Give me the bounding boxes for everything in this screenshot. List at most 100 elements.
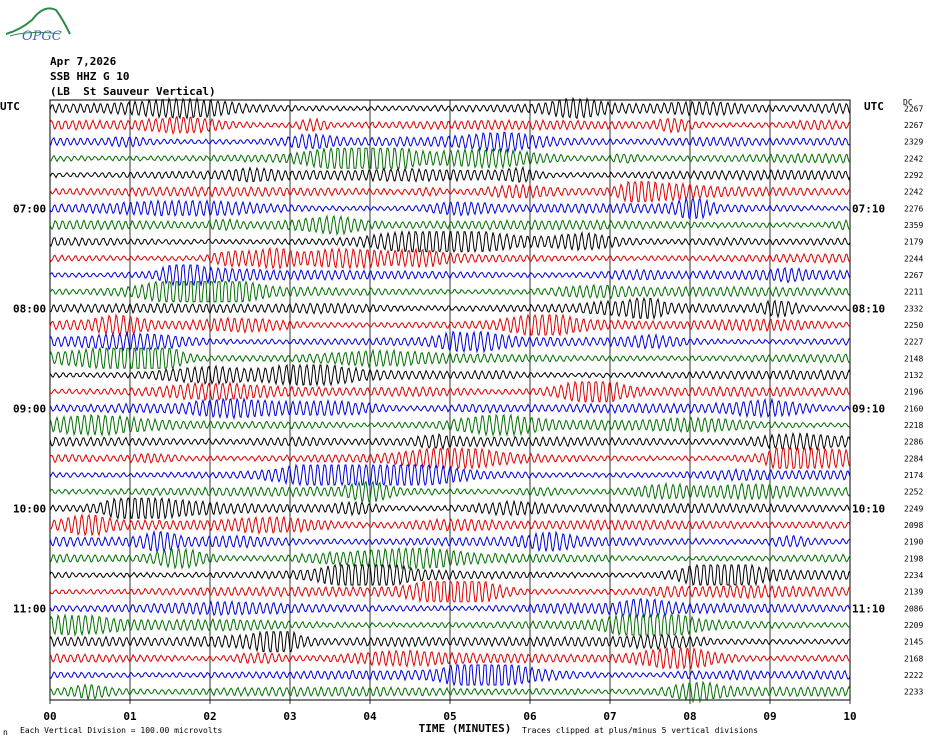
seismic-trace (49, 664, 851, 687)
seismic-trace (49, 131, 851, 154)
right-hour-labels: 07:10 08:10 09:10 10:10 11:10 (852, 202, 885, 615)
dc-offset-label: 2098 (904, 521, 923, 530)
x-tick-label: 08 (683, 710, 696, 723)
seismic-trace (49, 563, 851, 587)
dc-offset-label: 2332 (904, 304, 923, 313)
seismic-trace (49, 229, 851, 254)
left-hour-label: 11:00 (13, 602, 46, 615)
seismic-trace (49, 296, 851, 321)
dc-offset-label: 2132 (904, 371, 923, 380)
x-tick-label: 02 (203, 710, 216, 723)
footer-left-note: Each Vertical Division = 100.00 microvol… (20, 726, 222, 735)
dc-offset-label: 2359 (904, 221, 923, 230)
seismic-trace (49, 496, 851, 520)
dc-offset-label: 2190 (904, 538, 923, 547)
dc-offset-label: 2250 (904, 321, 923, 330)
dc-offset-label: 2145 (904, 638, 923, 647)
dc-offset-label: 2222 (904, 671, 923, 680)
x-tick-label: 05 (443, 710, 456, 723)
dc-offset-label: 2242 (904, 154, 923, 163)
dc-offset-label: 2174 (904, 471, 923, 480)
seismic-trace (49, 196, 851, 220)
dc-offset-label: 2086 (904, 604, 923, 613)
seismic-trace (49, 313, 851, 337)
date-label: Apr 7,2026 (50, 55, 117, 68)
x-tick-labels: 00 01 02 03 04 05 06 07 08 09 10 (43, 710, 856, 723)
dc-offset-label: 2227 (904, 338, 923, 347)
logo-text: OPGC (22, 29, 62, 44)
seismic-trace (49, 413, 851, 437)
x-tick-label: 06 (523, 710, 537, 723)
dc-offset-label: 2267 (904, 271, 923, 280)
dc-offset-label: 2244 (904, 254, 923, 263)
dc-offset-label: 2218 (904, 421, 923, 430)
right-hour-label: 09:10 (852, 402, 885, 415)
seismic-trace (49, 330, 851, 354)
seismic-trace (49, 546, 851, 571)
left-utc-title: UTC (0, 100, 20, 113)
seismic-trace (49, 513, 851, 537)
seismic-trace (49, 264, 851, 287)
x-tick-label: 07 (603, 710, 616, 723)
opgc-logo: OPGC (5, 7, 71, 44)
seismic-trace (49, 529, 851, 554)
dc-offset-label: 2148 (904, 354, 923, 363)
seismic-trace (49, 280, 851, 303)
seismic-trace (49, 115, 851, 136)
dc-offset-label: 2233 (904, 688, 923, 697)
footer-right-note: Traces clipped at plus/minus 5 vertical … (522, 726, 758, 735)
dc-offset-label: 2242 (904, 188, 923, 197)
dc-title: DC (903, 98, 913, 107)
x-axis-title: TIME (MINUTES) (419, 722, 512, 735)
seismic-trace (49, 214, 851, 236)
dc-offset-label: 2139 (904, 588, 923, 597)
dc-offset-label: 2284 (904, 454, 923, 463)
left-hour-label: 08:00 (13, 302, 46, 315)
dc-offset-label: 2286 (904, 438, 923, 447)
x-tick-label: 04 (363, 710, 377, 723)
right-hour-label: 07:10 (852, 202, 885, 215)
dc-offset-label: 2168 (904, 654, 923, 663)
x-tick-label: 09 (763, 710, 776, 723)
dc-offset-label: 2267 (904, 104, 923, 113)
site-label: (LB St Sauveur Vertical) (50, 85, 216, 98)
seismic-trace (49, 630, 851, 653)
dc-offset-label: 2249 (904, 504, 923, 513)
seismic-trace (49, 397, 851, 420)
seismic-trace (49, 431, 851, 451)
seismic-trace (49, 363, 851, 387)
station-label: SSB HHZ G 10 (50, 70, 129, 83)
seismic-trace (49, 379, 851, 403)
seismic-trace (50, 146, 851, 170)
dc-offset-label: 2198 (904, 554, 923, 563)
dc-offset-label: 2211 (904, 288, 923, 297)
dc-offset-label: 2276 (904, 204, 923, 213)
left-hour-label: 07:00 (13, 202, 46, 215)
seismic-trace (49, 246, 851, 271)
seismic-trace (49, 613, 851, 637)
seismic-trace (49, 646, 851, 671)
x-tick-label: 03 (283, 710, 296, 723)
dc-offset-label: 2209 (904, 621, 923, 630)
right-hour-label: 11:10 (852, 602, 885, 615)
seismic-trace (49, 463, 851, 487)
left-hour-label: 09:00 (13, 402, 46, 415)
corner-mark: n (3, 728, 8, 737)
x-tick-label: 00 (43, 710, 56, 723)
left-hour-label: 10:00 (13, 502, 46, 515)
right-hour-label: 10:10 (852, 502, 885, 515)
seismic-trace (49, 446, 851, 471)
traces-group (49, 96, 851, 704)
right-utc-title: UTC (864, 100, 884, 113)
seismic-trace (49, 180, 851, 204)
dc-offset-label: 2267 (904, 121, 923, 130)
seismic-trace (49, 680, 851, 704)
dc-offset-label: 2160 (904, 404, 923, 413)
dc-offset-label: 2252 (904, 488, 923, 497)
dc-offset-label: 2234 (904, 571, 923, 580)
seismic-trace (49, 580, 851, 604)
right-hour-label: 08:10 (852, 302, 885, 315)
x-tick-label: 10 (843, 710, 856, 723)
dc-offset-label: 2196 (904, 388, 923, 397)
